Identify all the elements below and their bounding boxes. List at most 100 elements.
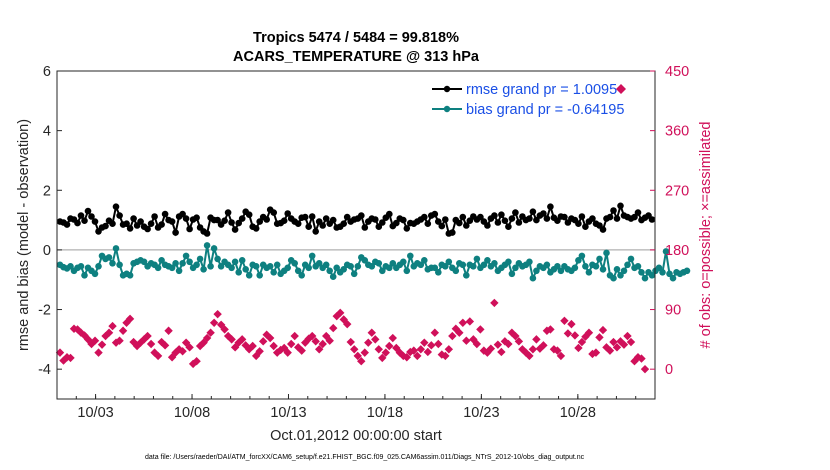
bias-point bbox=[463, 272, 470, 279]
obs-count-point bbox=[164, 326, 173, 335]
bias-point bbox=[284, 264, 292, 272]
bias-point bbox=[389, 260, 397, 267]
obs-count-point bbox=[388, 333, 397, 343]
obs-count-point bbox=[160, 341, 170, 350]
rmse-point bbox=[179, 210, 186, 218]
obs-count-point bbox=[640, 364, 650, 374]
bias-point bbox=[200, 266, 207, 273]
obs-count-point bbox=[104, 328, 114, 337]
bias-point bbox=[242, 266, 249, 273]
rmse-point bbox=[256, 218, 264, 225]
rmse-point bbox=[463, 222, 470, 229]
bias-point bbox=[431, 264, 439, 272]
obs-count-point bbox=[605, 346, 615, 355]
bias-point bbox=[172, 260, 179, 267]
bias-point bbox=[445, 258, 453, 266]
obs-count-point bbox=[514, 337, 524, 346]
bias-point bbox=[459, 261, 467, 269]
rmse-point bbox=[477, 213, 484, 221]
obs-count-point bbox=[556, 351, 566, 361]
obs-count-point bbox=[255, 347, 264, 356]
rmse-point bbox=[102, 222, 109, 230]
bias-point bbox=[315, 260, 323, 267]
rmse-point bbox=[116, 212, 123, 219]
bias-point bbox=[582, 263, 589, 270]
bias-point bbox=[67, 263, 74, 270]
obs-count-point bbox=[507, 328, 517, 337]
obs-count-point bbox=[357, 357, 366, 366]
bias-point bbox=[470, 263, 477, 270]
obs-count-point bbox=[427, 341, 436, 350]
bias-series bbox=[56, 242, 691, 282]
rmse-point bbox=[393, 219, 400, 227]
x-axis: 10/03 10/08 10/13 10/18 10/23 10/28 bbox=[75, 394, 637, 421]
rmse-point bbox=[158, 221, 165, 228]
bias-point bbox=[368, 263, 376, 270]
right-y-axis: 0 90 180 270 360 450 bbox=[650, 64, 689, 378]
rmse-point bbox=[203, 230, 211, 237]
bias-point bbox=[571, 264, 579, 272]
bias-point bbox=[228, 264, 235, 272]
bias-point bbox=[140, 258, 148, 266]
left-y-axis: -4 -2 0 2 4 6 bbox=[38, 64, 62, 378]
rmse-point bbox=[144, 225, 151, 233]
obs-count-point bbox=[619, 340, 629, 349]
x-axis-label: Oct.01,2012 00:00:00 start bbox=[270, 428, 442, 444]
bias-point bbox=[203, 242, 211, 249]
obs-count-point bbox=[118, 326, 128, 335]
legend-bias-marker bbox=[443, 105, 451, 113]
obs-count-point bbox=[539, 341, 548, 350]
bias-point bbox=[116, 261, 123, 269]
bias-point bbox=[529, 274, 537, 282]
rmse-point bbox=[238, 215, 246, 222]
obs-count-point bbox=[535, 344, 545, 353]
bias-point bbox=[648, 272, 656, 279]
bias-point bbox=[109, 260, 116, 267]
rmse-point bbox=[280, 217, 288, 224]
rmse-point bbox=[161, 210, 169, 218]
left-y-tick-label: -4 bbox=[38, 362, 51, 378]
rmse-point bbox=[245, 211, 253, 218]
rmse-point bbox=[547, 203, 554, 210]
obs-count-point bbox=[206, 328, 215, 337]
bias-point bbox=[175, 267, 183, 275]
rmse-point bbox=[529, 208, 537, 215]
obs-count-point bbox=[125, 314, 135, 324]
bias-point bbox=[196, 255, 204, 263]
obs-count-point bbox=[591, 348, 601, 357]
bias-point bbox=[329, 273, 337, 281]
bias-point bbox=[322, 261, 330, 269]
bias-point bbox=[575, 257, 582, 264]
obs-count-point bbox=[129, 337, 138, 347]
rmse-point bbox=[498, 211, 505, 218]
rmse-point bbox=[424, 220, 432, 227]
bias-point bbox=[158, 257, 165, 264]
obs-count-point bbox=[97, 340, 107, 349]
obs-count-point bbox=[574, 343, 583, 353]
rmse-point bbox=[329, 216, 337, 224]
obs-count-point bbox=[546, 325, 555, 334]
rmse-point bbox=[589, 215, 596, 222]
rmse-point bbox=[88, 213, 95, 220]
obs-count-point bbox=[420, 338, 429, 347]
obs-count-point bbox=[244, 345, 254, 354]
bias-point bbox=[126, 272, 134, 279]
obs-count-point bbox=[146, 339, 156, 349]
right-y-tick-label: 180 bbox=[665, 243, 689, 259]
rmse-point bbox=[221, 217, 228, 224]
bias-point bbox=[491, 260, 498, 267]
obs-count-point bbox=[202, 333, 212, 343]
bias-point bbox=[266, 263, 274, 270]
rmse-point bbox=[634, 209, 642, 216]
bias-point bbox=[505, 258, 512, 266]
left-y-tick-label: 0 bbox=[43, 243, 51, 259]
bias-point bbox=[435, 269, 442, 276]
obs-count-point bbox=[374, 345, 383, 354]
bias-point bbox=[186, 258, 193, 266]
rmse-point bbox=[515, 219, 523, 226]
rmse-point bbox=[512, 209, 519, 216]
rmse-point bbox=[301, 213, 309, 221]
rmse-point bbox=[77, 212, 85, 219]
obs-count-series bbox=[55, 298, 650, 374]
bias-point bbox=[333, 264, 341, 272]
